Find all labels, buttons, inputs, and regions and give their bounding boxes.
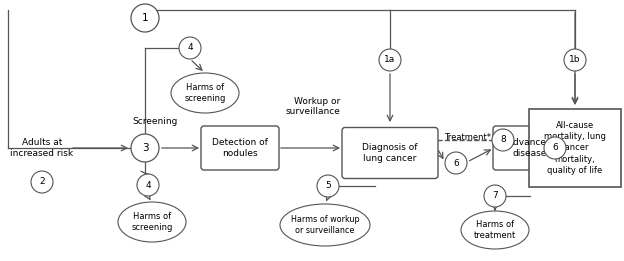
Text: All-cause
mortality, lung
cancer
mortality,
quality of life: All-cause mortality, lung cancer mortali…	[544, 121, 606, 175]
FancyBboxPatch shape	[493, 126, 567, 170]
FancyBboxPatch shape	[342, 128, 438, 179]
Text: 3: 3	[142, 143, 149, 153]
Ellipse shape	[280, 204, 370, 246]
Text: 6: 6	[552, 144, 558, 152]
Text: Advanced
disease: Advanced disease	[508, 138, 552, 158]
Circle shape	[179, 37, 201, 59]
Text: Screening: Screening	[132, 117, 178, 126]
Circle shape	[544, 137, 566, 159]
Ellipse shape	[171, 73, 239, 113]
Text: Harms of
screening: Harms of screening	[184, 83, 226, 103]
Circle shape	[317, 175, 339, 197]
Text: 1: 1	[142, 13, 149, 23]
Text: 7: 7	[492, 192, 498, 200]
Text: Diagnosis of
lung cancer: Diagnosis of lung cancer	[363, 143, 417, 163]
Circle shape	[492, 129, 514, 151]
Circle shape	[137, 174, 159, 196]
Text: Adults at
increased risk: Adults at increased risk	[11, 138, 74, 158]
FancyBboxPatch shape	[201, 126, 279, 170]
Text: Treatment*: Treatment*	[444, 133, 491, 143]
Text: 2: 2	[39, 177, 45, 187]
Text: 6: 6	[453, 158, 459, 168]
Text: Harms of workup
or surveillance: Harms of workup or surveillance	[291, 215, 359, 235]
Text: Workup or
surveillance: Workup or surveillance	[285, 97, 340, 116]
FancyBboxPatch shape	[529, 109, 621, 187]
Circle shape	[131, 134, 159, 162]
Text: 1b: 1b	[569, 56, 581, 64]
Text: Harms of
screening: Harms of screening	[131, 212, 173, 232]
Circle shape	[564, 49, 586, 71]
Text: 8: 8	[500, 135, 506, 145]
Circle shape	[379, 49, 401, 71]
Ellipse shape	[461, 211, 529, 249]
Ellipse shape	[118, 202, 186, 242]
Circle shape	[31, 171, 53, 193]
Text: 5: 5	[325, 181, 331, 191]
Text: 4: 4	[187, 44, 193, 52]
Text: 1a: 1a	[384, 56, 396, 64]
Text: 4: 4	[145, 181, 151, 189]
Text: Detection of
nodules: Detection of nodules	[212, 138, 268, 158]
Circle shape	[484, 185, 506, 207]
Circle shape	[131, 4, 159, 32]
Circle shape	[445, 152, 467, 174]
Text: Harms of
treatment: Harms of treatment	[474, 220, 516, 240]
